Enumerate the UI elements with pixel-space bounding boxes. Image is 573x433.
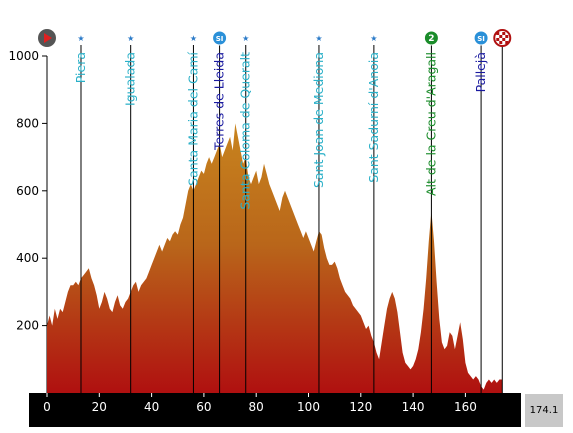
waypoint-label: Igualada: [123, 52, 138, 106]
finish-check: [502, 32, 506, 35]
x-tick-label: 100: [297, 400, 320, 414]
sprint-icon: ★: [190, 34, 197, 43]
kom-glyph: 2: [428, 34, 434, 44]
profile-area: [47, 123, 503, 394]
sprint-icon: ★: [370, 34, 377, 43]
intermediate-sprint-icon: SI: [473, 30, 489, 46]
sprint-glyph: ★: [190, 34, 197, 43]
si-circle: [212, 30, 228, 46]
intermediate-sprint-icon: SI: [212, 30, 228, 46]
sprint-icon: ★: [315, 34, 322, 43]
elevation-area: [47, 123, 503, 394]
sprint-glyph: ★: [77, 34, 84, 43]
x-tick-label: 160: [454, 400, 477, 414]
start-arrow: [44, 33, 52, 43]
start-flag-icon: [38, 29, 56, 47]
waypoint-label: Sant Joan de Mediona: [311, 52, 326, 188]
waypoints: Piera Igualada Santa Maria del Camí Terres …: [73, 45, 503, 393]
y-tick-label: 1000: [8, 49, 39, 63]
sprint-glyph: ★: [315, 34, 322, 43]
waypoint-label: Pallejà: [473, 52, 488, 92]
x-tick-label: 40: [144, 400, 159, 414]
x-axis-bar: [29, 393, 521, 427]
sprint-icon: ★: [127, 34, 134, 43]
total-distance-label: 174.1: [529, 405, 559, 416]
x-tick-label: 0: [43, 400, 51, 414]
sprint-glyph: ★: [127, 34, 134, 43]
total-distance-box: 174.1: [525, 394, 563, 427]
waypoint-label: Piera: [73, 52, 88, 83]
waypoint-label: Santa Coloma de Queralt: [238, 52, 253, 210]
si-circle: [473, 30, 489, 46]
marker-icons: ★ ★ ★ SI ★ ★ ★ 2 SI: [38, 29, 512, 47]
waypoint-label: Sant Sadurní d'Anoia: [366, 52, 381, 183]
finish-check: [505, 41, 509, 44]
y-tick-label: 800: [16, 116, 39, 130]
finish-check: [496, 38, 500, 41]
x-tick-label: 120: [349, 400, 372, 414]
y-tick-label: 600: [16, 184, 39, 198]
waypoint-label: Terres de Lleida: [212, 52, 227, 151]
waypoint-label: Santa Maria del Camí: [185, 51, 200, 185]
x-axis: 0 20 40 60 80 100 120 140 160: [29, 393, 521, 427]
finish-check: [499, 35, 503, 38]
sprint-icon: ★: [77, 34, 84, 43]
sprint-icon: ★: [242, 34, 249, 43]
si-glyph: SI: [477, 35, 485, 43]
finish-check: [505, 35, 509, 38]
kom-circle: [423, 30, 439, 46]
y-axis: 200 400 600 800 1000: [8, 49, 48, 393]
x-tick-label: 80: [249, 400, 264, 414]
finish-check: [499, 41, 503, 44]
y-tick-label: 200: [16, 319, 39, 333]
kom-cat2-icon: 2: [423, 30, 439, 46]
finish-check: [496, 32, 500, 35]
sprint-glyph: ★: [370, 34, 377, 43]
x-tick-label: 20: [92, 400, 107, 414]
finish-check: [502, 38, 506, 41]
si-glyph: SI: [216, 35, 224, 43]
waypoint-label: Alt de la Creu d'Aragall: [423, 52, 438, 196]
x-tick-label: 60: [196, 400, 211, 414]
y-tick-label: 400: [16, 251, 39, 265]
finish-flag-icon: [493, 29, 512, 47]
sprint-glyph: ★: [242, 34, 249, 43]
x-tick-label: 140: [402, 400, 425, 414]
